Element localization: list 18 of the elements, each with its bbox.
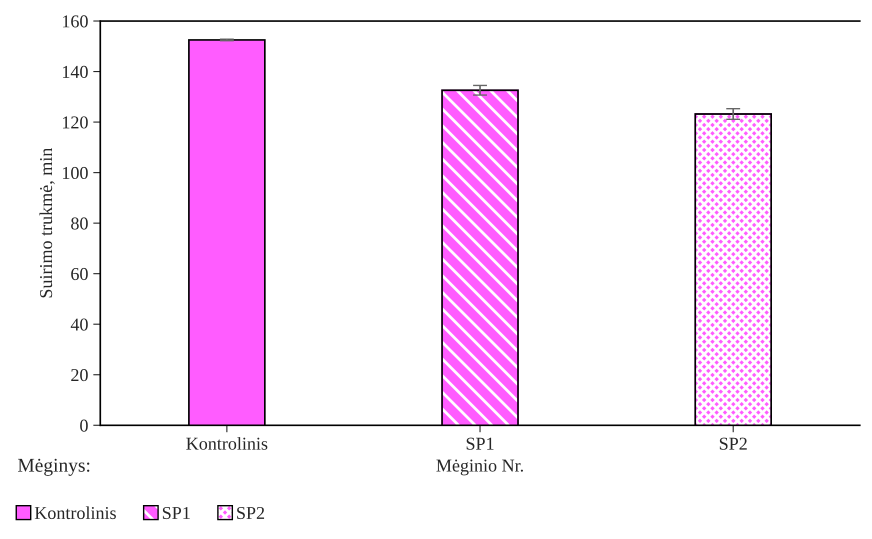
x-tick-label: SP2 [720,438,747,450]
legend-label: SP1 [162,506,190,520]
y-tick-label: 60 [71,268,88,280]
y-tick-label: 120 [62,116,88,129]
legend-label: SP2 [237,506,264,520]
y-tick-label: 80 [71,217,88,230]
y-tick-label: 0 [80,420,88,432]
y-axis-title: Suirimo trukmė, min [39,148,55,298]
y-tick-label: 160 [62,15,88,28]
x-tick-label: SP1 [466,438,494,450]
x-axis-title: Mėginio Nr. [436,460,523,476]
y-tick-label: 140 [62,66,88,78]
y-tick-label: 40 [70,318,88,331]
legend-title: Mėginys: [18,458,90,476]
y-tick-label: 100 [62,166,88,180]
y-tick-label: 20 [71,368,88,382]
x-tick-label: Kontrolinis [186,437,268,450]
legend-label: Kontrolinis [34,506,116,520]
